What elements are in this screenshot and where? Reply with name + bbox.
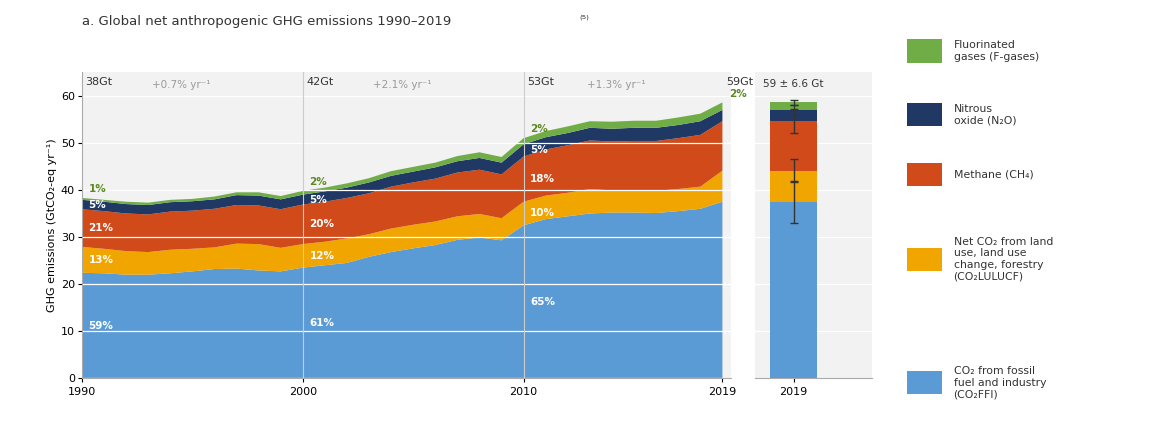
Text: 59 ± 6.6 Gt: 59 ± 6.6 Gt	[763, 79, 824, 89]
Text: 5%: 5%	[309, 195, 328, 204]
Text: 1%: 1%	[89, 184, 106, 194]
Text: +1.3% yr⁻¹: +1.3% yr⁻¹	[587, 80, 646, 90]
Text: 12%: 12%	[309, 251, 335, 261]
Bar	[770, 171, 817, 202]
Bar	[770, 110, 817, 121]
Text: 5%: 5%	[530, 145, 548, 156]
Text: 13%: 13%	[89, 255, 113, 265]
Y-axis label: GHG emissions (GtCO₂-eq yr⁻¹): GHG emissions (GtCO₂-eq yr⁻¹)	[47, 139, 56, 312]
Text: 21%: 21%	[89, 223, 113, 233]
Text: a. Global net anthropogenic GHG emissions 1990–2019: a. Global net anthropogenic GHG emission…	[82, 15, 452, 28]
Text: 42Gt: 42Gt	[307, 77, 333, 87]
Text: 38Gt: 38Gt	[85, 77, 112, 87]
Text: 2%: 2%	[309, 177, 328, 187]
Text: 59%: 59%	[89, 320, 113, 331]
Text: 5%: 5%	[89, 199, 106, 210]
Bar	[770, 102, 817, 110]
Text: 11%: 11%	[729, 181, 753, 191]
Text: 64%: 64%	[729, 285, 755, 295]
Text: 61%: 61%	[309, 318, 335, 328]
Bar	[770, 202, 817, 378]
Text: 65%: 65%	[530, 297, 556, 307]
Bar	[770, 121, 817, 171]
Text: Nitrous
oxide (N₂O): Nitrous oxide (N₂O)	[954, 104, 1017, 125]
Text: +0.7% yr⁻¹: +0.7% yr⁻¹	[152, 80, 211, 90]
Text: Net CO₂ from land
use, land use
change, forestry
(CO₂LULUCF): Net CO₂ from land use, land use change, …	[954, 237, 1053, 282]
Text: 2%: 2%	[530, 125, 548, 134]
Text: 20%: 20%	[309, 219, 335, 230]
Text: Fluorinated
gases (F-gases): Fluorinated gases (F-gases)	[954, 40, 1039, 62]
Text: 53Gt: 53Gt	[526, 77, 553, 87]
Text: ⁽⁵⁾: ⁽⁵⁾	[579, 15, 589, 25]
Text: 59Gt: 59Gt	[725, 77, 752, 87]
Text: 10%: 10%	[530, 209, 556, 218]
Text: Methane (CH₄): Methane (CH₄)	[954, 169, 1033, 179]
Text: 18%: 18%	[530, 174, 556, 184]
Text: 4%: 4%	[729, 110, 746, 121]
Text: 18%: 18%	[729, 141, 753, 151]
Text: CO₂ from fossil
fuel and industry
(CO₂FFI): CO₂ from fossil fuel and industry (CO₂FF…	[954, 366, 1046, 399]
Text: +2.1% yr⁻¹: +2.1% yr⁻¹	[373, 80, 432, 90]
Text: 2%: 2%	[729, 89, 746, 99]
